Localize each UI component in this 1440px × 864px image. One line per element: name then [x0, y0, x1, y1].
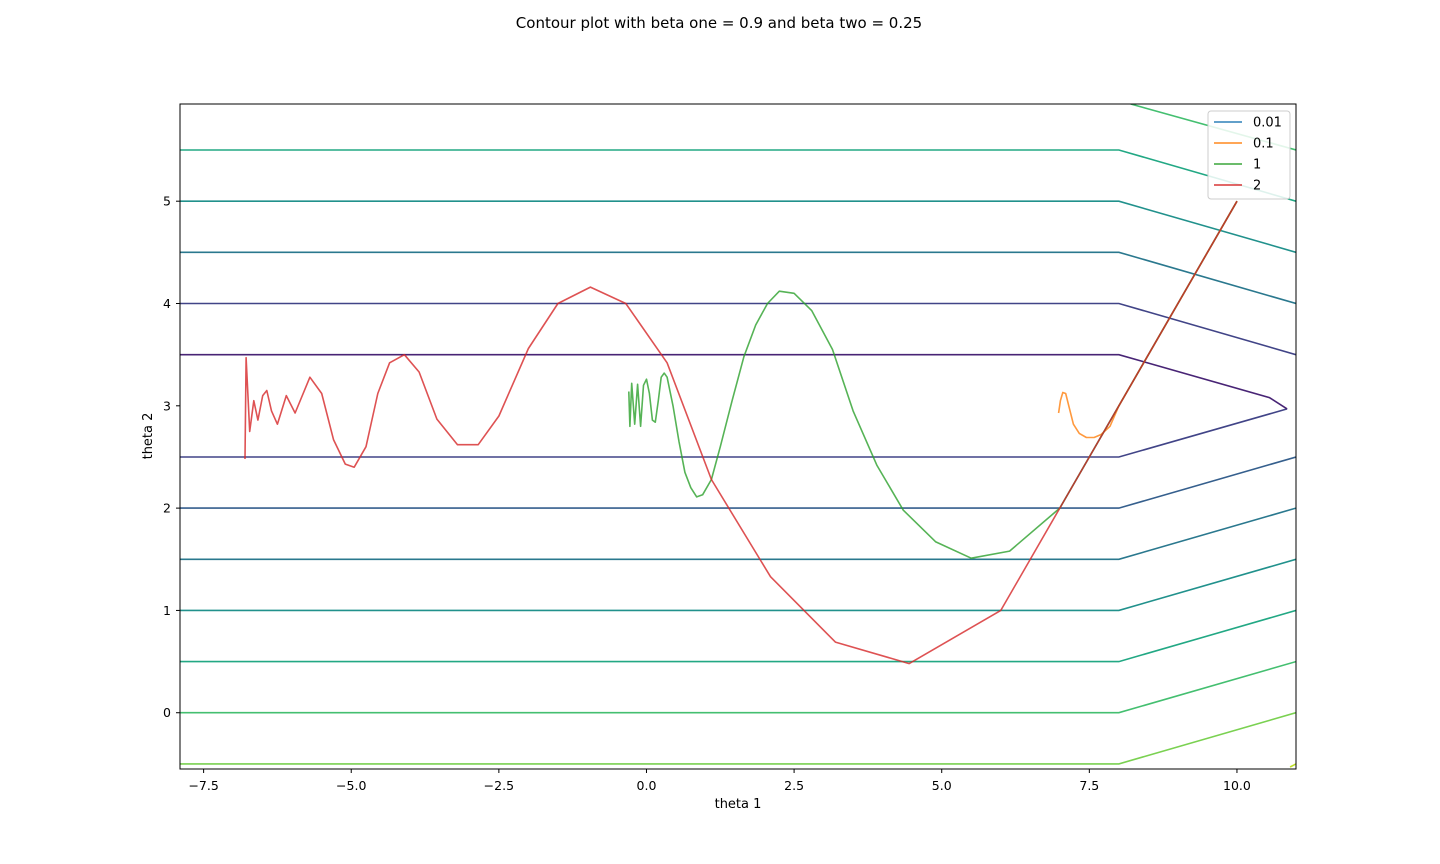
series-line — [1057, 200, 1238, 439]
series-line — [244, 200, 1238, 665]
contour-line — [180, 353, 1288, 410]
legend-label: 2 — [1253, 179, 1261, 194]
contour-line — [180, 558, 1296, 612]
x-tick-label: 7.5 — [1079, 778, 1099, 793]
contour-lines — [180, 104, 1296, 768]
contour-line — [180, 660, 1296, 714]
contour-line — [180, 711, 1296, 765]
contour-line — [180, 408, 1288, 458]
contour-line — [180, 251, 1296, 305]
x-tick-label: −5.0 — [336, 778, 366, 793]
x-tick-label: 10.0 — [1223, 778, 1251, 793]
contour-line — [180, 507, 1296, 561]
y-axis-label: theta 2 — [141, 413, 156, 460]
chart-title: Contour plot with beta one = 0.9 and bet… — [516, 14, 922, 32]
y-tick-label: 3 — [163, 398, 171, 413]
contour-line — [180, 302, 1296, 356]
legend-label: 1 — [1253, 158, 1261, 173]
legend: 0.01 0.1 1 2 — [1207, 110, 1291, 200]
y-axis: 0 1 2 3 4 5 — [163, 194, 180, 720]
legend-label: 0.01 — [1253, 116, 1282, 131]
legend-box — [1207, 110, 1291, 200]
x-tick-label: −7.5 — [188, 778, 218, 793]
plot-area-frame — [179, 103, 1297, 770]
contour-line — [180, 609, 1296, 663]
x-tick-label: 0.0 — [637, 778, 657, 793]
legend-label: 0.1 — [1253, 137, 1274, 152]
series-line — [628, 200, 1238, 560]
y-tick-label: 5 — [163, 194, 171, 209]
x-tick-label: 2.5 — [784, 778, 804, 793]
contour-line — [180, 456, 1296, 509]
x-tick-label: −2.5 — [484, 778, 514, 793]
x-tick-label: 5.0 — [932, 778, 952, 793]
x-axis-label: theta 1 — [715, 797, 762, 812]
y-tick-label: 1 — [163, 603, 171, 618]
y-tick-label: 4 — [163, 296, 171, 311]
contour-line — [1289, 763, 1296, 768]
trajectory-lines — [244, 200, 1238, 665]
contour-line — [180, 200, 1296, 254]
y-tick-label: 0 — [163, 705, 171, 720]
y-tick-label: 2 — [163, 501, 171, 516]
x-axis: −7.5 −5.0 −2.5 0.0 2.5 5.0 7.5 10.0 — [188, 769, 1251, 793]
